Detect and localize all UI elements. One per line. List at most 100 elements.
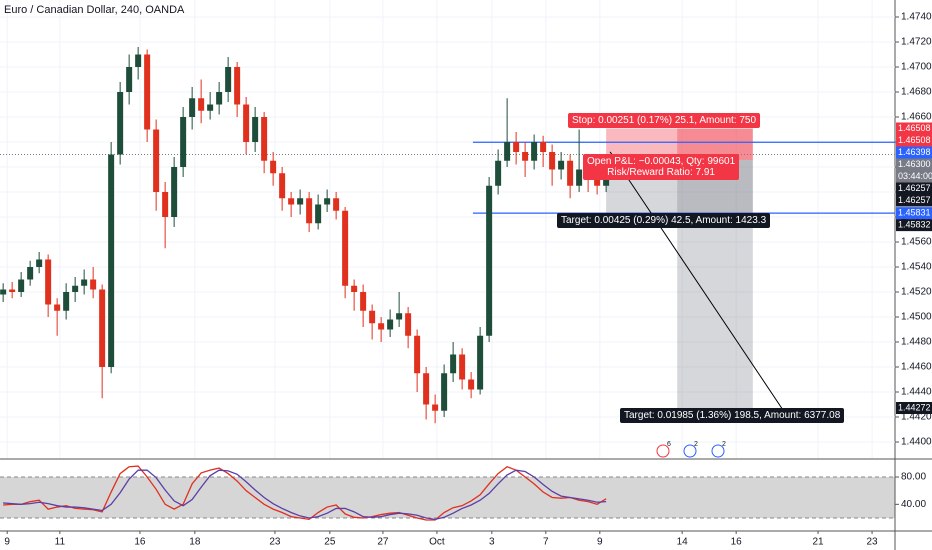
- candle-body: [423, 373, 430, 405]
- price-badge: [896, 207, 932, 220]
- x-tick-label: Oct: [429, 537, 445, 548]
- candle-body: [81, 279, 88, 286]
- candle-body: [0, 289, 7, 295]
- candle-body: [198, 98, 205, 111]
- candle-body: [540, 142, 547, 152]
- candle-body: [72, 285, 79, 292]
- x-tick-label: 25: [324, 537, 336, 548]
- oscillator-line: [3, 465, 607, 521]
- candle-body: [477, 335, 484, 390]
- candle-body: [108, 154, 115, 367]
- candle-body: [369, 310, 376, 324]
- candle-body: [90, 279, 97, 290]
- x-tick-label: 16: [731, 537, 743, 548]
- x-tick-label: 23: [269, 537, 281, 548]
- y-tick-label: 1.45400: [901, 262, 932, 273]
- candle-body: [243, 104, 250, 142]
- candle-body: [306, 198, 313, 224]
- candle-body: [342, 210, 349, 286]
- oscillator-line: [3, 469, 607, 521]
- price-badge: [896, 194, 932, 207]
- candle-body: [504, 142, 511, 161]
- candle-body: [252, 117, 259, 142]
- x-tick-label: 21: [812, 537, 824, 548]
- pnl-label: Open P&L: −0.00043, Qty: 99601 Risk/Rewa…: [583, 154, 740, 180]
- x-tick-label: 16: [134, 537, 146, 548]
- candle-body: [387, 319, 394, 330]
- x-tick-label: 3: [489, 537, 495, 548]
- y2-tick-label: 40.00: [901, 499, 926, 510]
- pnl-text: Risk/Reward Ratio: 7.91: [607, 167, 715, 178]
- candle-body: [459, 354, 466, 380]
- candle-body: [261, 117, 268, 161]
- candle-body: [234, 67, 241, 105]
- candle-body: [495, 160, 502, 186]
- countdown: 03:44:00: [898, 171, 932, 181]
- candle-body: [117, 92, 124, 155]
- candle-body: [36, 259, 43, 267]
- candle-body: [63, 292, 70, 311]
- candle-body: [153, 129, 160, 192]
- candle-body: [189, 98, 196, 117]
- price-badge: [896, 146, 932, 159]
- candle-body: [513, 142, 520, 152]
- price-badge-label: 1.46257: [898, 183, 931, 193]
- y-tick-label: 1.44400: [901, 387, 932, 398]
- candle-body: [171, 167, 178, 217]
- candle-body: [486, 185, 493, 336]
- candle-body: [288, 198, 295, 205]
- x-tick-label: 14: [677, 537, 689, 548]
- stop-label: Stop: 0.00251 (0.17%) 25.1, Amount: 750: [568, 113, 761, 128]
- event-icon: [656, 444, 670, 458]
- pnl-text: Open P&L: −0.00043, Qty: 99601: [587, 156, 736, 167]
- x-tick-label: 23: [866, 537, 878, 548]
- x-tick-label: 9: [597, 537, 603, 548]
- y-tick-label: 1.45600: [901, 237, 932, 248]
- candle-body: [270, 160, 277, 174]
- y2-tick-label: 80.00: [901, 472, 926, 483]
- price-badge-label: 1.45832: [898, 220, 931, 230]
- chart-title: Euro / Canadian Dollar, 240, OANDA: [4, 4, 185, 16]
- price-badge: [896, 134, 932, 147]
- candle-body: [522, 152, 529, 161]
- candle-body: [531, 142, 538, 161]
- candle-body: [297, 198, 304, 205]
- target-label: Target: 0.01985 (1.36%) 198.5, Amount: 6…: [620, 408, 845, 423]
- y-tick-label: 1.47400: [901, 12, 932, 23]
- oscillator-band: [0, 477, 895, 518]
- event-icon: [711, 444, 725, 458]
- y-tick-label: 1.47000: [901, 62, 932, 73]
- candle-body: [54, 304, 61, 311]
- x-tick-label: 18: [189, 537, 201, 548]
- y-tick-label: 1.45200: [901, 287, 932, 298]
- candle-body: [333, 198, 340, 211]
- candle-body: [207, 104, 214, 111]
- event-icon: [683, 444, 697, 458]
- price-badge-label: 1.45831: [898, 208, 931, 218]
- y-tick-label: 1.46600: [901, 112, 932, 123]
- price-badge: [896, 219, 932, 232]
- candle-body: [144, 54, 151, 130]
- event-count: 2: [722, 441, 726, 448]
- y-tick-label: 1.44800: [901, 337, 932, 348]
- candle-body: [414, 335, 421, 374]
- price-badge: [896, 182, 932, 195]
- candle-body: [558, 160, 565, 170]
- y-tick-label: 1.44200: [901, 412, 932, 423]
- event-count: 2: [694, 441, 698, 448]
- candle-body: [126, 67, 133, 92]
- candle-body: [549, 152, 556, 170]
- y-tick-label: 1.45000: [901, 312, 932, 323]
- price-badge-label: 1.46508: [898, 123, 931, 133]
- x-tick-label: 27: [377, 537, 389, 548]
- candle-body: [432, 404, 439, 411]
- candle-body: [135, 54, 142, 67]
- candle-body: [324, 198, 331, 205]
- candle-body: [99, 289, 106, 367]
- price-badge: [896, 158, 932, 183]
- events: 6 2 2: [656, 441, 726, 458]
- candle-body: [405, 313, 412, 336]
- candle-body: [594, 179, 601, 186]
